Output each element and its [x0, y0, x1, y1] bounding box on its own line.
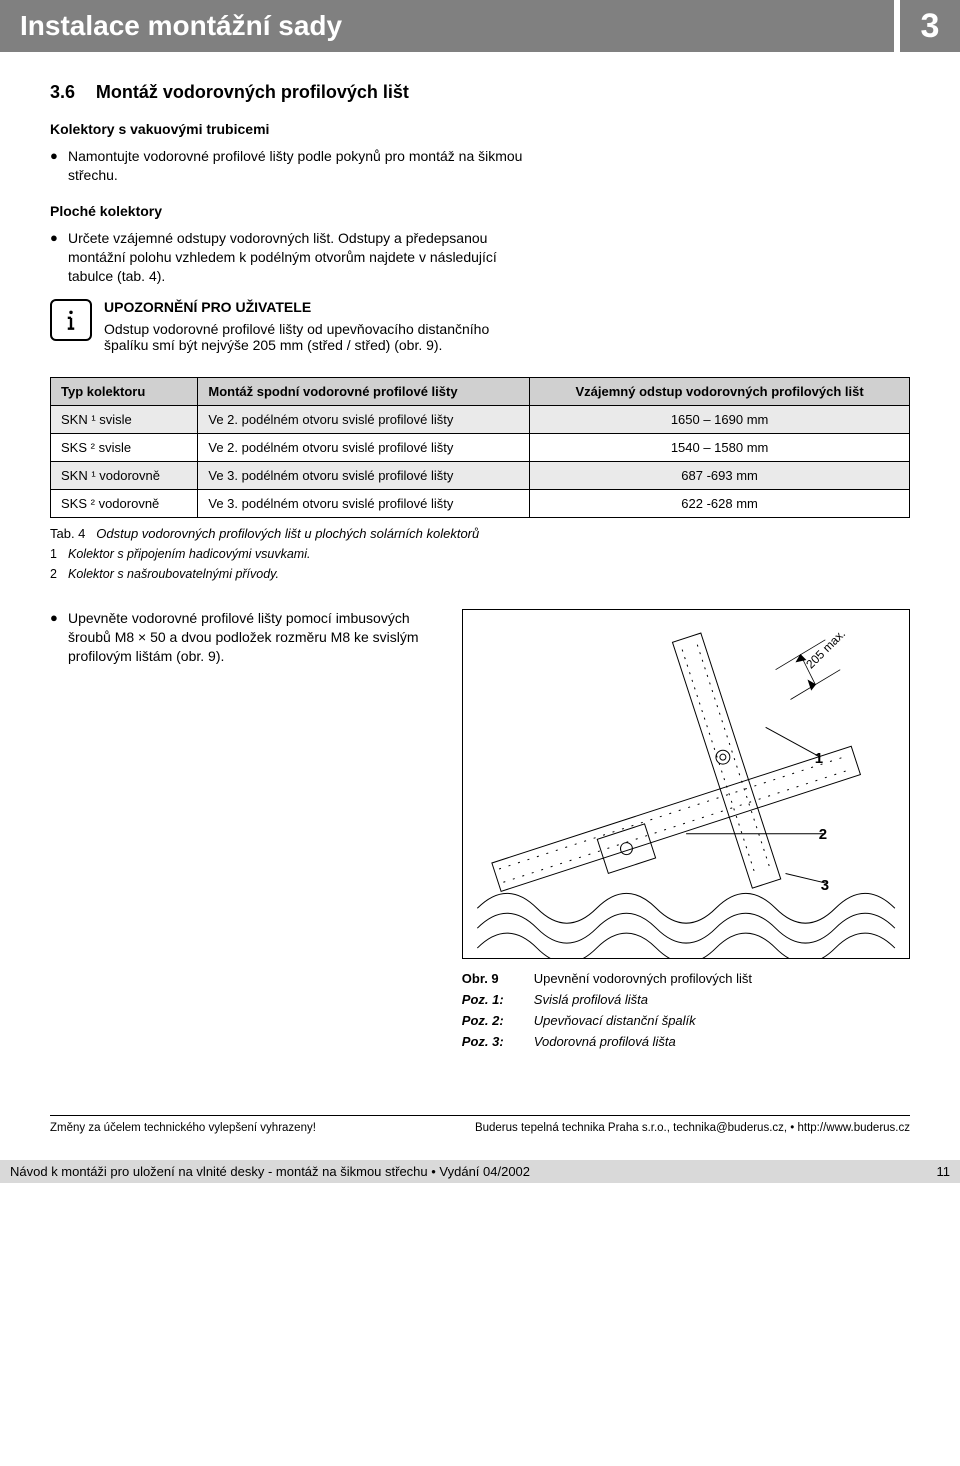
table-cell: 1540 – 1580 mm	[530, 434, 910, 462]
table-row: SKS ² svisleVe 2. podélném otvoru svislé…	[51, 434, 910, 462]
table-cell: Ve 2. podélném otvoru svislé profilové l…	[198, 434, 530, 462]
table-header: Typ kolektoru	[51, 378, 198, 406]
subheading-vacuum: Kolektory s vakuovými trubicemi	[50, 121, 523, 137]
legend-row: Poz. 2: Upevňovací distanční špalík	[462, 1013, 910, 1028]
callout-1: 1	[815, 750, 823, 767]
table-cell: 687 -693 mm	[530, 462, 910, 490]
spacing-table: Typ kolektoru Montáž spodní vodorovné pr…	[50, 377, 910, 518]
table-cell: SKN ¹ svisle	[51, 406, 198, 434]
table-cell: Ve 3. podélném otvoru svislé profilové l…	[198, 462, 530, 490]
chapter-number: 3	[900, 0, 960, 52]
legend-value: Vodorovná profilová lišta	[534, 1034, 910, 1049]
bullet-flat: Určete vzájemné odstupy vodorovných lišt…	[50, 229, 523, 286]
table-caption-text: Odstup vodorovných profilových lišt u pl…	[96, 526, 479, 541]
legend-label: Poz. 1:	[462, 992, 524, 1007]
footer-doc-title: Návod k montáži pro uložení na vlnité de…	[10, 1164, 530, 1179]
legend-label: Poz. 2:	[462, 1013, 524, 1028]
table-cell: SKS ² svisle	[51, 434, 198, 462]
table-row: SKS ² vodorovněVe 3. podélném otvoru svi…	[51, 490, 910, 518]
table-caption-label: Tab. 4	[50, 526, 85, 541]
table-caption: Tab. 4 Odstup vodorovných profilových li…	[50, 526, 910, 541]
table-header: Vzájemný odstup vodorovných profilových …	[530, 378, 910, 406]
info-icon	[50, 299, 92, 341]
figure-title: Upevnění vodorovných profilových lišt	[534, 971, 910, 986]
figure-9: 205 max. 1 2 3	[462, 609, 910, 959]
info-note: UPOZORNĚNÍ PRO UŽIVATELE Odstup vodorovn…	[50, 299, 523, 353]
legend-value: Svislá profilová lišta	[534, 992, 910, 1007]
legend-label: Poz. 3:	[462, 1034, 524, 1049]
section-number: 3.6	[50, 82, 92, 103]
chapter-title: Instalace montážní sady	[0, 0, 894, 52]
footer-line-2: Návod k montáži pro uložení na vlnité de…	[0, 1160, 960, 1183]
info-heading: UPOZORNĚNÍ PRO UŽIVATELE	[104, 299, 523, 315]
mounting-illustration	[463, 610, 909, 958]
bullet-fasten: Upevněte vodorovné profilové lišty pomoc…	[50, 609, 432, 666]
table-cell: SKN ¹ vodorovně	[51, 462, 198, 490]
callout-3: 3	[821, 877, 829, 894]
footer-line-1: Změny za účelem technického vylepšení vy…	[50, 1115, 910, 1134]
bullet-vacuum: Namontujte vodorovné profilové lišty pod…	[50, 147, 523, 185]
info-body: Odstup vodorovné profilové lišty od upev…	[104, 321, 523, 353]
legend-row: Poz. 1: Svislá profilová lišta	[462, 992, 910, 1007]
footer-left: Změny za účelem technického vylepšení vy…	[50, 1122, 316, 1134]
footer-right: Buderus tepelná technika Praha s.r.o., t…	[475, 1122, 910, 1134]
subheading-flat: Ploché kolektory	[50, 203, 523, 219]
figure-label: Obr. 9	[462, 971, 524, 986]
table-cell: Ve 3. podélném otvoru svislé profilové l…	[198, 490, 530, 518]
table-cell: SKS ² vodorovně	[51, 490, 198, 518]
legend-row: Poz. 3: Vodorovná profilová lišta	[462, 1034, 910, 1049]
figure-caption: Obr. 9 Upevnění vodorovných profilových …	[462, 971, 910, 1049]
callout-2: 2	[819, 826, 827, 843]
footnote: 2Kolektor s našroubovatelnými přívody.	[50, 567, 910, 581]
table-row: SKN ¹ svisleVe 2. podélném otvoru svislé…	[51, 406, 910, 434]
page-number: 11	[937, 1164, 951, 1179]
table-header: Montáž spodní vodorovné profilové lišty	[198, 378, 530, 406]
table-cell: 1650 – 1690 mm	[530, 406, 910, 434]
table-cell: 622 -628 mm	[530, 490, 910, 518]
table-row: SKN ¹ vodorovněVe 3. podélném otvoru svi…	[51, 462, 910, 490]
footnote: 1Kolektor s připojením hadicovými vsuvka…	[50, 547, 910, 561]
table-cell: Ve 2. podélném otvoru svislé profilové l…	[198, 406, 530, 434]
section-title: Montáž vodorovných profilových lišt	[96, 82, 409, 102]
legend-value: Upevňovací distanční špalík	[534, 1013, 910, 1028]
section-heading: 3.6 Montáž vodorovných profilových lišt	[50, 82, 910, 103]
